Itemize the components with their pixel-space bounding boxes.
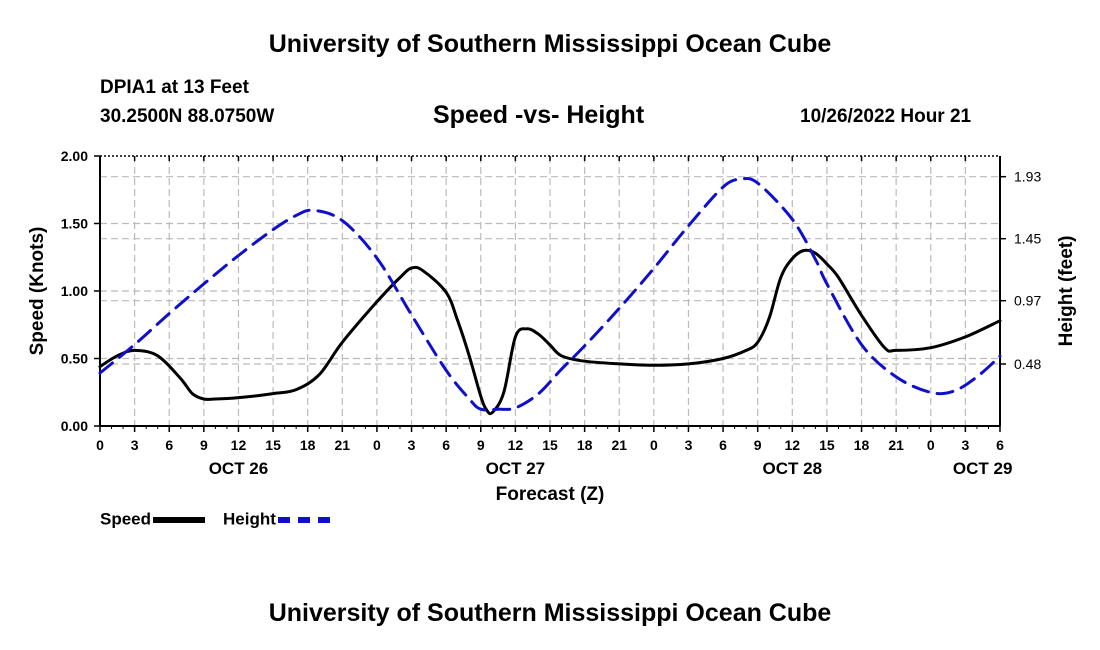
- legend-speed-swatch: [153, 516, 206, 523]
- x-tick-label: 3: [961, 437, 969, 453]
- x-tick-label: 15: [265, 437, 281, 453]
- x-tick-label: 3: [685, 437, 693, 453]
- x-tick-label: 0: [927, 437, 935, 453]
- x-tick-label: 3: [131, 437, 139, 453]
- x-tick-label: 18: [577, 437, 593, 453]
- x-tick-label: 21: [888, 437, 904, 453]
- y-tick-label: 0.50: [61, 351, 88, 367]
- x-tick-label: 9: [477, 437, 485, 453]
- x-tick-label: 0: [650, 437, 658, 453]
- x-tick-label: 6: [442, 437, 450, 453]
- legend: Speed Height: [100, 509, 348, 530]
- x-tick-label: 21: [335, 437, 351, 453]
- x-day-label: OCT 29: [953, 459, 1013, 478]
- x-tick-label: 12: [785, 437, 801, 453]
- y-tick-label: 1.00: [61, 283, 88, 299]
- forecast-datetime: 10/26/2022 Hour 21: [800, 106, 972, 127]
- x-tick-label: 21: [611, 437, 627, 453]
- x-tick-label: 18: [854, 437, 870, 453]
- x-tick-label: 3: [408, 437, 416, 453]
- y2-tick-label: 1.45: [1014, 231, 1041, 247]
- x-tick-label: 15: [819, 437, 835, 453]
- speed-height-chart: 0 3 6 9 12 15 18 21 0 3 6 9 12 15 18 21 0 3 6 9 12 15 18 21 0 3 6 O…: [27, 148, 1077, 505]
- x-tick-label: 6: [719, 437, 727, 453]
- y2-tick-label: 0.97: [1014, 293, 1041, 309]
- x-tick-label: 0: [96, 437, 104, 453]
- legend-speed-label: Speed: [100, 509, 152, 529]
- chart-title: Speed -vs- Height: [433, 101, 645, 129]
- y-tick-label: 2.00: [61, 148, 88, 164]
- x-tick-label: 6: [165, 437, 173, 453]
- x-tick-label: 12: [508, 437, 524, 453]
- x-day-label: OCT 28: [763, 459, 823, 478]
- x-tick-label: 6: [996, 437, 1004, 453]
- station-coordinates: 30.2500N 88.0750W: [100, 106, 275, 127]
- series-speed-line: [98, 248, 1002, 416]
- x-day-label: OCT 27: [486, 459, 546, 478]
- x-axis-title: Forecast (Z): [496, 484, 605, 505]
- y-axis-title: Speed (Knots): [27, 227, 48, 356]
- x-tick-label: 18: [300, 437, 316, 453]
- y-tick-label: 0.00: [61, 418, 88, 434]
- x-tick-label: 12: [231, 437, 247, 453]
- x-day-label: OCT 26: [209, 459, 269, 478]
- x-tick-label: 9: [200, 437, 208, 453]
- footer-title: University of Southern Mississippi Ocean…: [268, 599, 832, 627]
- y2-axis-title: Height (feet): [1056, 236, 1077, 347]
- y-tick-label: 1.50: [61, 216, 88, 232]
- y2-tick-label: 0.48: [1014, 356, 1041, 372]
- series-height-line: [98, 176, 1002, 412]
- station-label: DPIA1 at 13 Feet: [100, 77, 249, 98]
- page-title: University of Southern Mississippi Ocean…: [268, 30, 832, 58]
- x-tick-label: 15: [542, 437, 558, 453]
- legend-height-swatch: [277, 516, 330, 523]
- y2-tick-label: 1.93: [1014, 169, 1041, 185]
- legend-height-label: Height: [223, 509, 276, 529]
- x-tick-label: 9: [754, 437, 762, 453]
- x-tick-label: 0: [373, 437, 381, 453]
